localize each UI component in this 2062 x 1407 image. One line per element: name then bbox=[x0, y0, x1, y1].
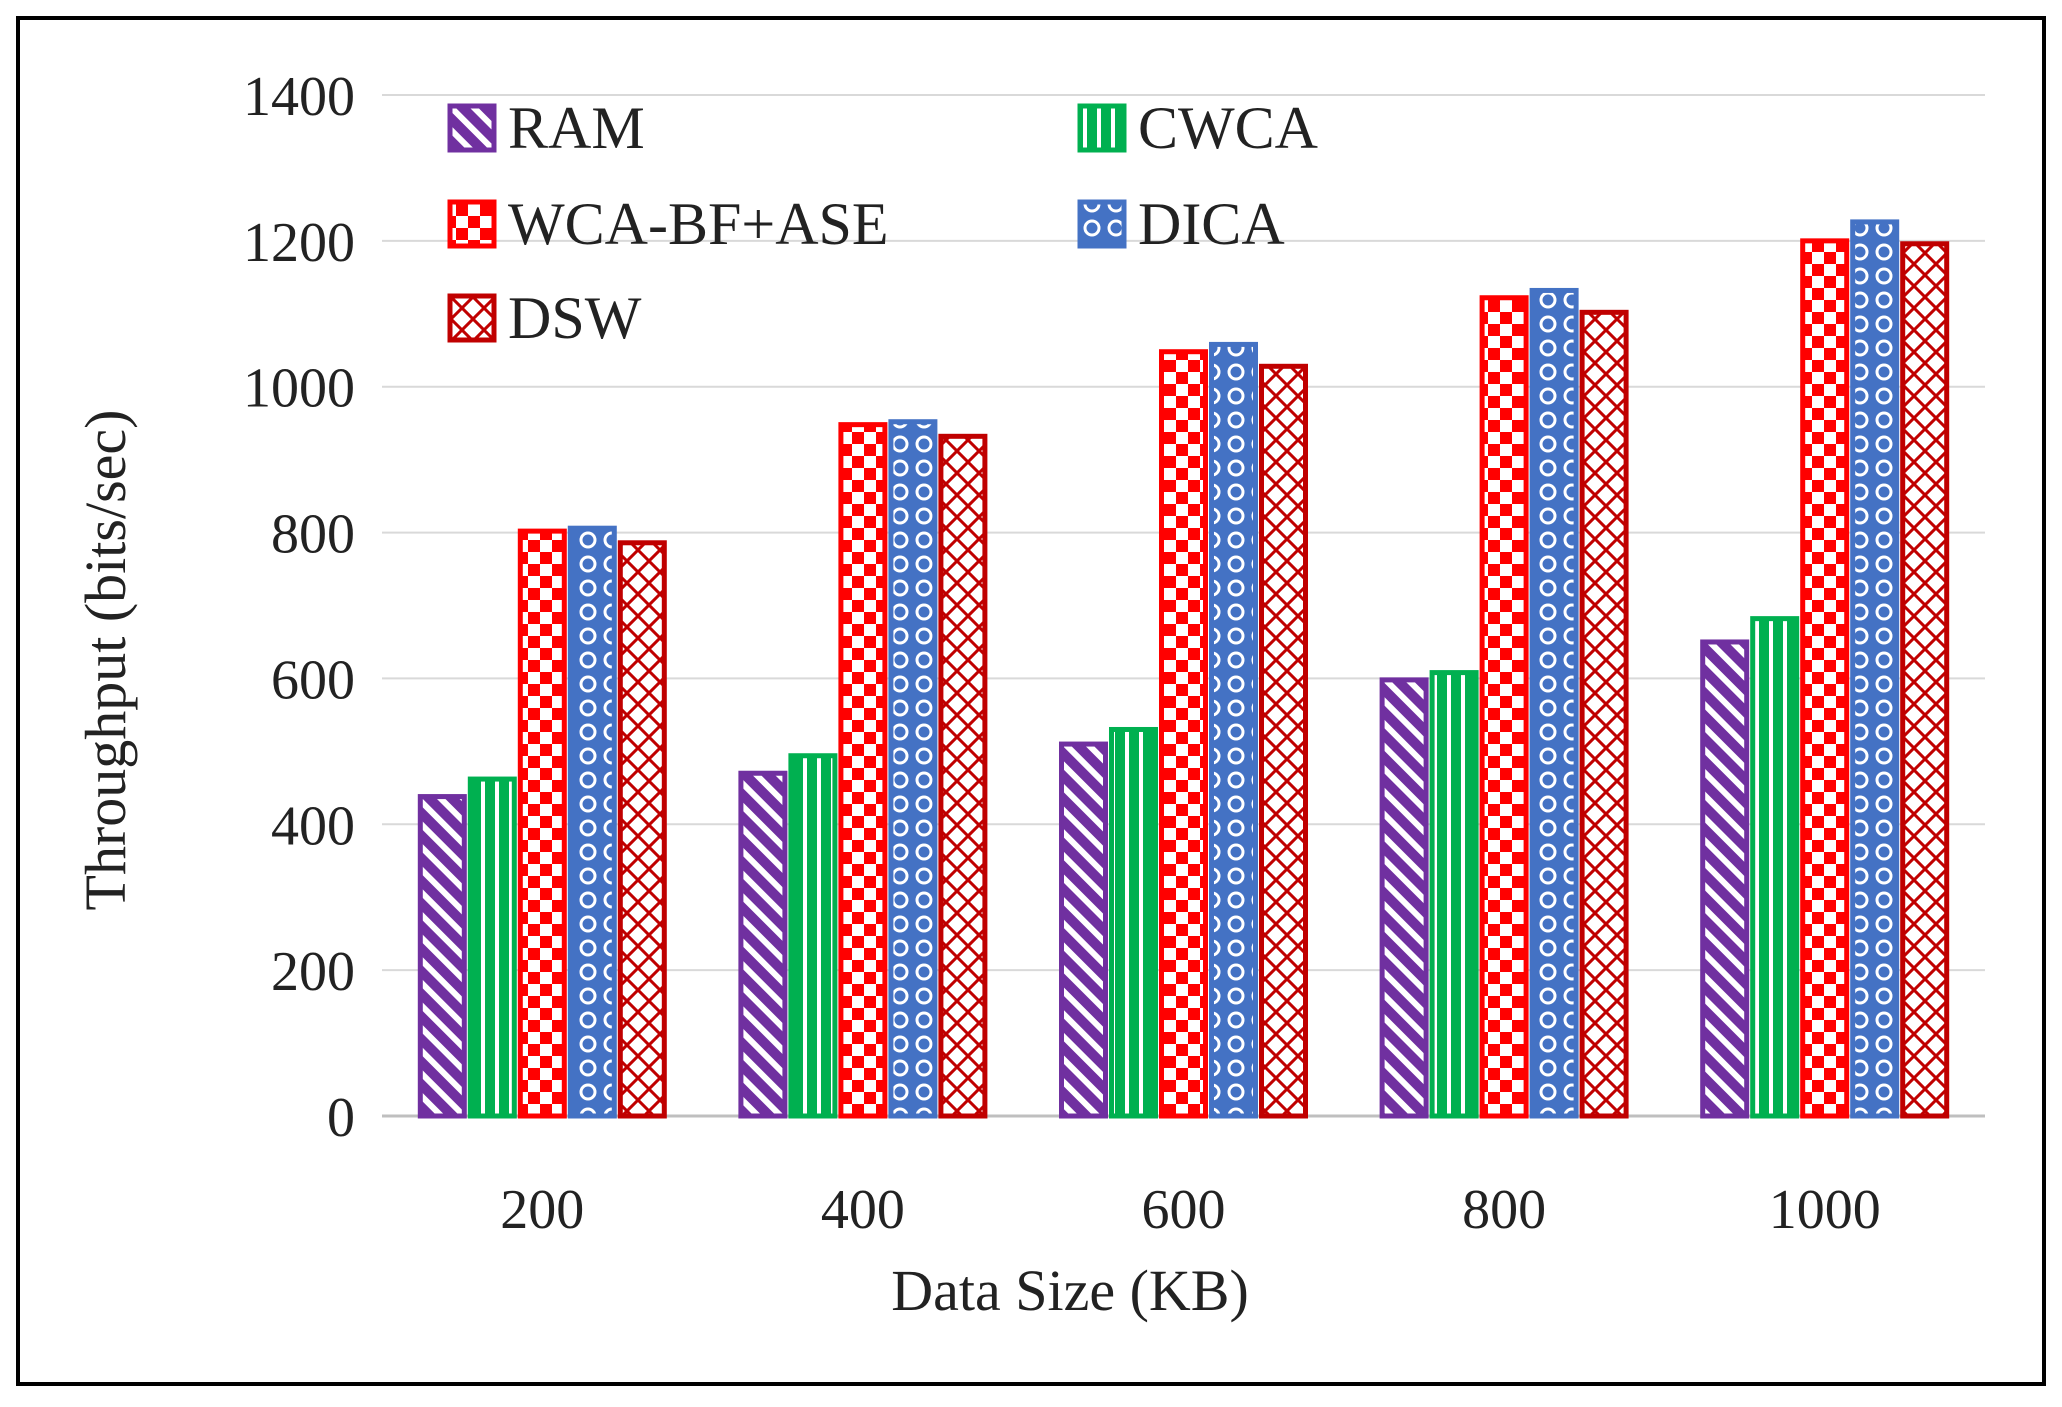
y-axis-ticks: 0 200 400 600 800 1000 1200 1400 bbox=[243, 66, 355, 1149]
y-tick-label: 200 bbox=[271, 941, 355, 1003]
x-axis-label: Data Size (KB) bbox=[891, 1258, 1249, 1323]
legend-swatch-ram bbox=[447, 103, 497, 153]
legend-label-wca-bf-ase: WCA-BF+ASE bbox=[508, 191, 889, 257]
legend-label-cwca: CWCA bbox=[1138, 95, 1318, 161]
legend-swatch-cwca bbox=[1077, 103, 1127, 153]
legend-swatch-dica bbox=[1077, 199, 1127, 249]
bar-dica-200 bbox=[567, 525, 617, 1119]
bar-dsw-800 bbox=[1579, 309, 1629, 1119]
legend-swatch-dsw bbox=[447, 293, 497, 343]
bar-ram-1000 bbox=[1700, 639, 1750, 1119]
y-tick-label: 600 bbox=[271, 649, 355, 711]
bar-cwca-400 bbox=[788, 753, 838, 1119]
legend: RAM CWCA WCA-BF+ASE DICA DSW bbox=[447, 95, 1318, 351]
bar-ram-200 bbox=[417, 794, 467, 1119]
x-tick-label: 1000 bbox=[1769, 1179, 1881, 1241]
bar-dsw-600 bbox=[1259, 363, 1308, 1119]
bar-ram-800 bbox=[1379, 677, 1429, 1119]
bar-ram-600 bbox=[1059, 741, 1108, 1119]
legend-swatch-wca-bf-ase bbox=[447, 199, 497, 249]
legend-label-dica: DICA bbox=[1138, 191, 1285, 257]
bar-wca-bf-ase-1000 bbox=[1800, 238, 1850, 1119]
y-tick-label: 1400 bbox=[243, 66, 355, 128]
bar-wca-bf-ase-800 bbox=[1479, 295, 1529, 1119]
y-axis-label: Throughput (bits/sec) bbox=[73, 410, 138, 911]
bar-dica-400 bbox=[888, 419, 938, 1119]
bar-wca-bf-ase-600 bbox=[1159, 349, 1208, 1119]
legend-label-dsw: DSW bbox=[508, 285, 642, 351]
bar-dica-800 bbox=[1529, 287, 1579, 1119]
y-tick-label: 800 bbox=[271, 504, 355, 566]
x-tick-label: 400 bbox=[821, 1179, 905, 1241]
legend-label-ram: RAM bbox=[508, 95, 645, 161]
y-tick-label: 1000 bbox=[243, 358, 355, 420]
bar-cwca-800 bbox=[1429, 670, 1479, 1119]
bar-cwca-200 bbox=[467, 776, 517, 1119]
bar-cwca-1000 bbox=[1750, 616, 1800, 1119]
x-axis-ticks: 200 400 600 800 1000 bbox=[500, 1179, 1880, 1241]
x-tick-label: 200 bbox=[500, 1179, 584, 1241]
bar-dica-1000 bbox=[1850, 219, 1900, 1119]
bar-wca-bf-ase-200 bbox=[517, 528, 567, 1119]
bar-ram-400 bbox=[738, 770, 788, 1119]
bar-dsw-1000 bbox=[1900, 241, 1950, 1119]
bar-cwca-600 bbox=[1109, 726, 1158, 1119]
bar-dsw-200 bbox=[617, 540, 667, 1119]
y-tick-label: 1200 bbox=[243, 212, 355, 274]
bars bbox=[417, 219, 1950, 1119]
y-tick-label: 400 bbox=[271, 795, 355, 857]
bar-dsw-400 bbox=[938, 433, 988, 1119]
x-tick-label: 600 bbox=[1142, 1179, 1226, 1241]
bar-dica-600 bbox=[1209, 341, 1258, 1119]
x-tick-label: 800 bbox=[1462, 1179, 1546, 1241]
y-tick-label: 0 bbox=[327, 1087, 355, 1149]
bar-wca-bf-ase-400 bbox=[838, 422, 888, 1119]
